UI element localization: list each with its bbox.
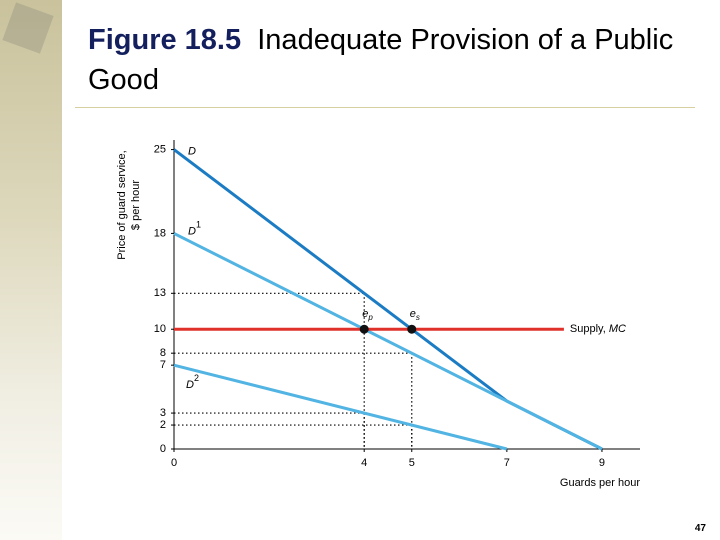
point-label: ep bbox=[362, 308, 373, 322]
decorative-strip bbox=[0, 0, 62, 540]
x-tick-label: 9 bbox=[599, 457, 605, 469]
series-label: D1 bbox=[188, 220, 201, 238]
y-tick-label: 7 bbox=[160, 359, 166, 371]
series-name: D bbox=[186, 379, 194, 391]
series-name: Supply, bbox=[570, 323, 609, 335]
point-label: es bbox=[410, 308, 420, 322]
y-tick-label: 18 bbox=[154, 227, 166, 239]
series-superscript: 1 bbox=[196, 220, 201, 230]
series-label: Supply, MC bbox=[570, 323, 626, 335]
point-subscript: p bbox=[367, 313, 373, 322]
y-tick-label: 13 bbox=[154, 287, 166, 299]
equilibrium-point bbox=[407, 324, 417, 334]
y-tick-label: 8 bbox=[160, 347, 166, 359]
series-name-italic: MC bbox=[609, 323, 626, 335]
series-line bbox=[173, 232, 603, 451]
y-axis-title-line: $ per hour bbox=[130, 180, 142, 230]
x-tick-label: 7 bbox=[504, 457, 510, 469]
x-tick-label: 5 bbox=[409, 457, 415, 469]
equilibrium-point bbox=[359, 324, 369, 334]
x-tick-label: 0 bbox=[171, 457, 177, 469]
series-name: D bbox=[188, 225, 196, 237]
y-tick-label: 25 bbox=[154, 143, 166, 155]
y-tick-label: 2 bbox=[160, 419, 166, 431]
page-number: 47 bbox=[694, 523, 706, 534]
title-text: Inadequate Provision of a Public Good bbox=[88, 24, 674, 96]
y-tick-label: 0 bbox=[160, 443, 166, 455]
y-axis-title-line: Price of guard service, bbox=[116, 150, 128, 259]
series-name: D bbox=[188, 145, 196, 157]
point-name: e bbox=[362, 308, 368, 320]
x-axis-title: Guards per hour bbox=[560, 477, 640, 489]
series-label: D bbox=[188, 145, 196, 157]
point-name: e bbox=[410, 308, 416, 320]
cube-icon bbox=[2, 2, 54, 54]
y-axis-title: Price of guard service, $ per hour bbox=[116, 150, 142, 259]
series-line bbox=[173, 363, 508, 451]
figure-label: Figure 18.5 bbox=[88, 24, 242, 56]
title-rule bbox=[75, 107, 695, 108]
series-line bbox=[173, 148, 603, 451]
slide-title: Figure 18.5 Inadequate Provision of a Pu… bbox=[88, 20, 688, 100]
point-subscript: s bbox=[416, 313, 420, 322]
series-label: D2 bbox=[186, 374, 199, 392]
series-superscript: 2 bbox=[194, 374, 199, 384]
x-tick-label: 4 bbox=[361, 457, 367, 469]
y-tick-label: 3 bbox=[160, 407, 166, 419]
y-tick-label: 10 bbox=[154, 323, 166, 335]
